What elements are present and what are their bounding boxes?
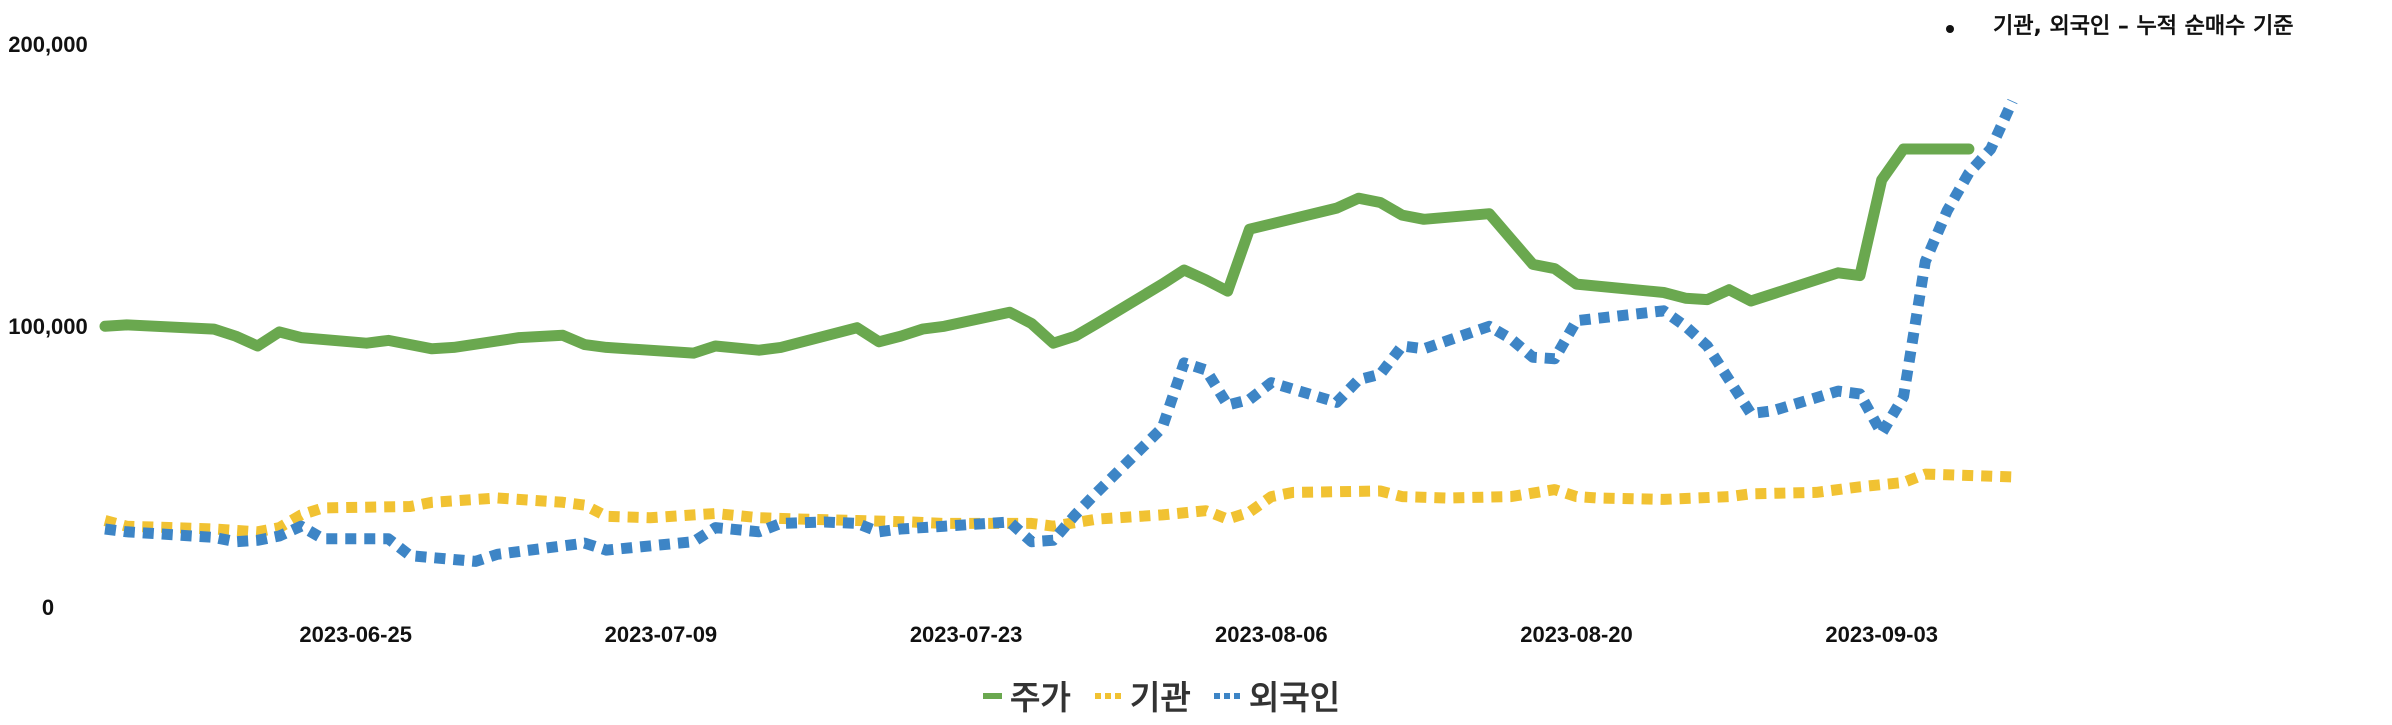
annotation-bullet: [1946, 25, 1954, 33]
y-tick-label: 200,000: [8, 32, 88, 57]
y-tick-label: 0: [42, 595, 54, 620]
legend: 주가 기관 외국인: [983, 678, 1340, 717]
x-tick-label: 2023-09-03: [1825, 622, 1938, 647]
x-tick-label: 2023-08-20: [1520, 622, 1633, 647]
series-lines: [99, 98, 2018, 567]
legend-label-foreign: 외국인: [1249, 678, 1340, 717]
y-tick-label: 100,000: [8, 314, 88, 339]
annotation: 기관, 외국인 – 누적 순매수 기준: [1946, 14, 2294, 39]
x-tick-label: 2023-06-25: [299, 622, 412, 647]
x-axis: 2023-06-25 2023-07-09 2023-07-23 2023-08-06…: [299, 622, 1938, 647]
annotation-text: 기관, 외국인 – 누적 순매수 기준: [1993, 14, 2294, 39]
x-tick-label: 2023-07-23: [910, 622, 1023, 647]
series-line-institution: [103, 468, 2013, 538]
legend-label-price: 주가: [1010, 678, 1071, 717]
y-axis: 200,000 100,000 0: [8, 32, 88, 620]
x-tick-label: 2023-07-09: [605, 622, 718, 647]
legend-label-institution: 기관: [1130, 678, 1191, 717]
series-line-price: [99, 143, 1975, 359]
x-tick-label: 2023-08-06: [1215, 622, 1328, 647]
